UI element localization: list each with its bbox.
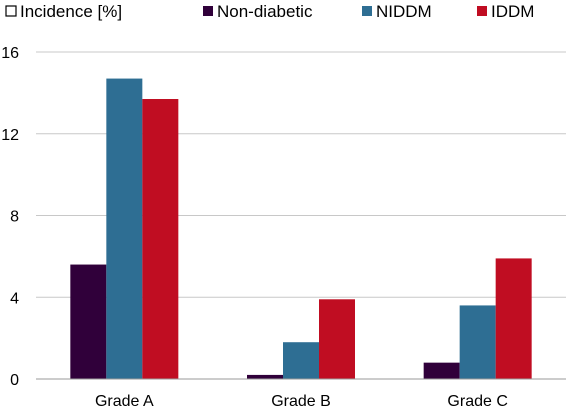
- legend-label-iddm: IDDM: [491, 2, 534, 21]
- y-tick-label-8: 8: [10, 209, 19, 226]
- y-tick-label-16: 16: [1, 45, 19, 62]
- legend-title-swatch: [5, 5, 17, 17]
- bar-non-diabetic-grade-a: [70, 264, 107, 379]
- legend-title: Incidence [%]: [20, 2, 122, 21]
- legend-swatch-niddm: [362, 6, 372, 16]
- legend-swatch-iddm: [477, 6, 487, 16]
- x-tick-label-grade-b: Grade B: [271, 393, 331, 410]
- bar-niddm-grade-c: [459, 305, 496, 379]
- y-tick-label-12: 12: [1, 127, 19, 144]
- bar-non-diabetic-grade-c: [423, 362, 460, 379]
- x-tick-label-grade-c: Grade C: [447, 393, 507, 410]
- legend-label-niddm: NIDDM: [376, 2, 432, 21]
- bar-niddm-grade-a: [106, 78, 143, 379]
- legend: Incidence [%] Non-diabetic NIDDM IDDM: [5, 2, 534, 21]
- bar-iddm-grade-b: [319, 299, 355, 379]
- x-tick-label-grade-a: Grade A: [95, 393, 154, 410]
- bar-iddm-grade-c: [495, 258, 532, 379]
- bar-niddm-grade-b: [283, 342, 319, 379]
- legend-swatch-non-diabetic: [203, 6, 213, 16]
- bar-iddm-grade-a: [142, 99, 179, 379]
- bar-non-diabetic-grade-b: [247, 374, 283, 379]
- bars: [70, 78, 532, 379]
- legend-label-non-diabetic: Non-diabetic: [217, 2, 313, 21]
- y-tick-label-0: 0: [10, 372, 19, 389]
- axes: 0 4 8 12 16 Grade A Grade B Grade C: [1, 45, 566, 410]
- y-tick-label-4: 4: [10, 290, 19, 307]
